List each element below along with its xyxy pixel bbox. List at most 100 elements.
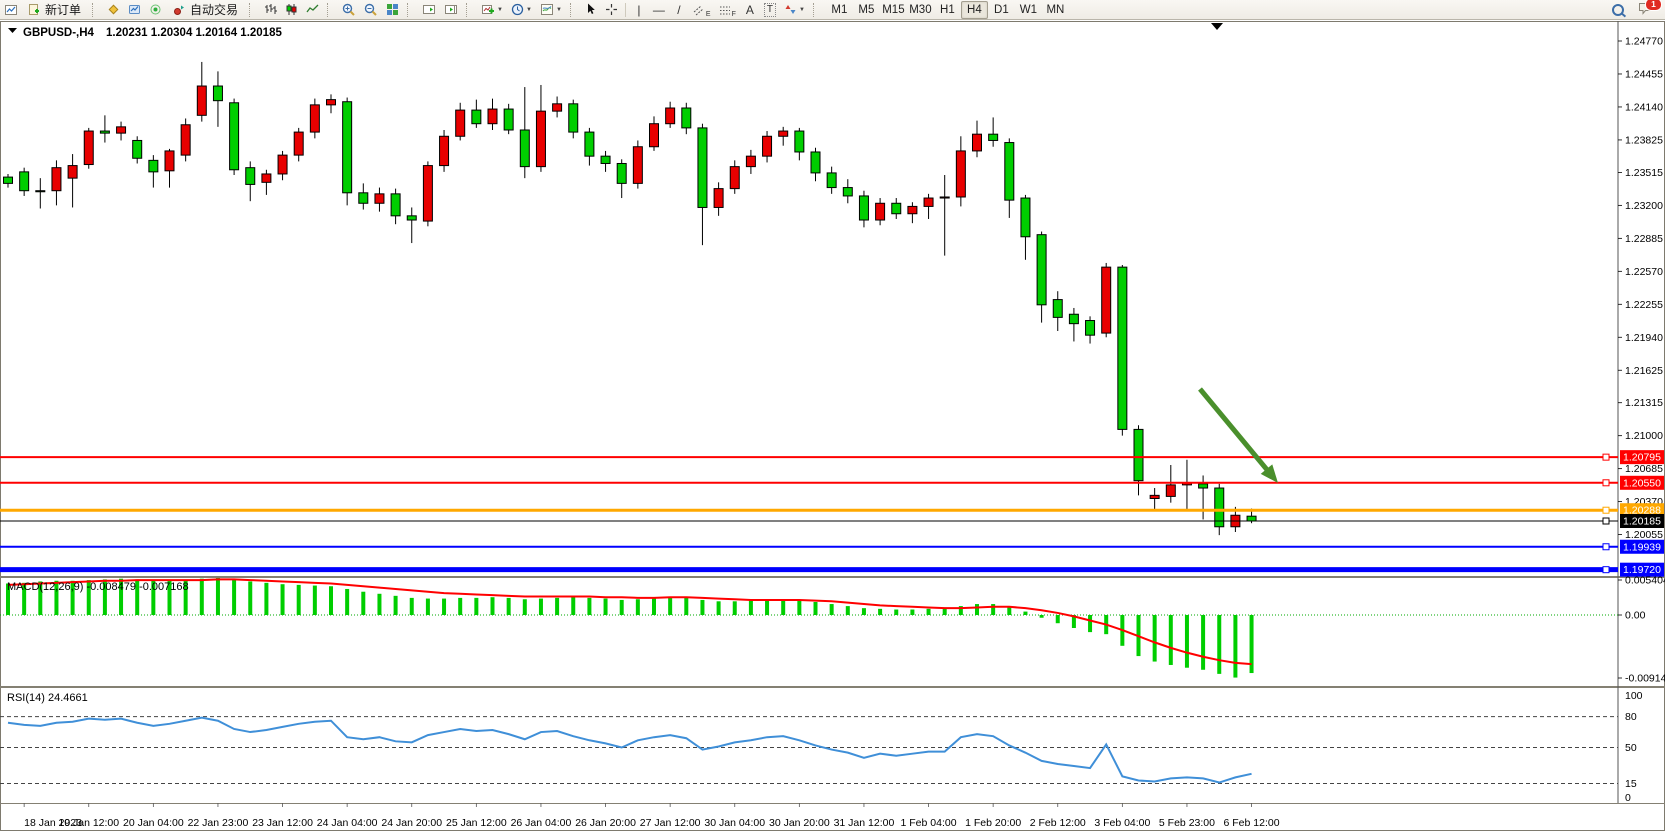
tile-windows-icon <box>387 4 399 15</box>
chart-window-icon[interactable] <box>1 1 21 19</box>
price-tick-label: 1.23825 <box>1625 134 1663 146</box>
time-label: 25 Jan 12:00 <box>446 817 507 829</box>
candle-bull <box>309 104 320 133</box>
auto-trading-button[interactable]: 自动交易 <box>166 1 245 19</box>
price-badge <box>1620 562 1664 577</box>
timeframe-button-m5[interactable]: M5 <box>858 3 875 16</box>
toolbar: 新订单 自动交易 <box>0 0 1665 20</box>
channel-tool-button[interactable]: E <box>689 1 715 19</box>
cursor-button[interactable] <box>581 1 601 19</box>
crosshair-button[interactable] <box>601 1 622 19</box>
pane-separator[interactable] <box>0 576 1665 578</box>
candlestick-chart-type-button[interactable] <box>281 1 302 19</box>
timeframe-button-m1[interactable]: M1 <box>831 3 848 16</box>
chart-title-ohlc: 1.20231 1.20304 1.20164 1.20185 <box>106 27 282 39</box>
macd-bar <box>442 598 447 615</box>
hline-anchor[interactable] <box>1602 566 1610 574</box>
crosshair-icon <box>605 4 617 15</box>
macd-bar <box>1201 615 1206 670</box>
search-button[interactable] <box>1608 1 1628 19</box>
zoom-out-icon <box>364 3 377 16</box>
hline-anchor[interactable] <box>1602 543 1610 551</box>
hline-anchor[interactable] <box>1602 479 1610 487</box>
dropdown-arrow-icon: ▼ <box>497 6 503 13</box>
time-label: 30 Jan 20:00 <box>769 817 830 829</box>
templates-button[interactable]: ▼ <box>536 1 566 19</box>
candle-bear <box>1246 515 1257 522</box>
fibonacci-tool-button[interactable]: F <box>715 1 740 19</box>
macd-bar <box>280 584 285 615</box>
timeframe-button-d1[interactable]: D1 <box>994 3 1009 16</box>
chart-shift-button[interactable] <box>440 1 462 19</box>
profiles-button[interactable] <box>103 1 124 19</box>
chart-canvas[interactable]: 1.24770 1.24455 1.24140 1.23825 1.23515 1.232… <box>0 21 1665 831</box>
rsi-line <box>7 716 1252 784</box>
macd-bar <box>102 579 107 615</box>
text-tool-button[interactable]: A <box>740 1 760 19</box>
candle-bear <box>1020 197 1031 238</box>
candle-bear <box>826 172 837 189</box>
notifications-button[interactable]: 1 <box>1634 0 1662 19</box>
macd-axis-label: -0.00914 <box>1625 673 1665 685</box>
candle-bear <box>471 109 482 125</box>
trend-arrow-annotation[interactable] <box>1198 387 1278 483</box>
candle-bear <box>132 139 143 159</box>
label-tool-button[interactable]: T <box>760 1 780 19</box>
auto-scroll-button[interactable] <box>418 1 440 19</box>
zoom-in-button[interactable] <box>338 1 360 19</box>
trendline-icon: / <box>677 2 681 17</box>
line-chart-type-button[interactable] <box>302 1 323 19</box>
candle-bull <box>326 99 336 106</box>
pane-separator[interactable] <box>0 686 1665 688</box>
hline-anchor[interactable] <box>1602 517 1610 525</box>
arrows-tool-icon <box>785 5 796 14</box>
macd-bar <box>603 598 608 615</box>
price-badge <box>1620 503 1664 518</box>
symbol-dropdown-icon[interactable] <box>8 28 17 33</box>
tile-windows-button[interactable] <box>382 1 403 19</box>
timeframe-button-m15[interactable]: M15 <box>882 3 905 16</box>
timeframe-button-mn[interactable]: MN <box>1046 3 1065 16</box>
price-axis[interactable]: 1.24770 1.24455 1.24140 1.23825 1.23515 1.232… <box>1618 36 1663 542</box>
chart-shift-marker[interactable] <box>1211 23 1223 30</box>
arrows-tool-button[interactable]: ▼ <box>780 1 809 19</box>
macd-bar <box>38 581 43 615</box>
macd-bar <box>555 597 560 615</box>
macd-bar <box>70 580 75 615</box>
new-order-button[interactable]: 新订单 <box>21 1 88 19</box>
zoom-out-button[interactable] <box>360 1 382 19</box>
hline-anchor[interactable] <box>1602 453 1610 461</box>
horizontal-line-tool-button[interactable]: — <box>649 1 669 19</box>
bar-chart-type-button[interactable] <box>260 1 281 19</box>
candle-bear <box>584 131 595 157</box>
vertical-line-tool-button[interactable]: | <box>629 1 649 19</box>
timeframe-button-w1[interactable]: W1 <box>1019 3 1038 16</box>
market-watch-button[interactable] <box>124 1 145 19</box>
macd-bar <box>167 580 172 615</box>
price-tick-label: 1.21315 <box>1625 397 1663 409</box>
periods-button[interactable]: ▼ <box>507 1 536 19</box>
price-tick-label: 1.20055 <box>1625 529 1663 541</box>
signals-button[interactable] <box>145 1 166 19</box>
price-badge-label: 1.20795 <box>1623 452 1661 464</box>
template-icon <box>540 4 553 15</box>
macd-bar <box>1217 615 1222 674</box>
indicators-button[interactable]: ▼ <box>477 1 507 19</box>
price-tick-label: 1.23200 <box>1625 200 1663 212</box>
candle-bull <box>762 135 773 157</box>
timeframe-button-h1[interactable]: H1 <box>940 3 955 16</box>
macd-axis-label: 0.005404 <box>1625 575 1665 587</box>
macd-bar <box>1023 611 1028 615</box>
macd-bar <box>377 593 382 615</box>
rsi-axis-label: 80 <box>1625 711 1637 723</box>
hline-anchor[interactable] <box>1602 506 1610 514</box>
candle-bear <box>229 102 240 171</box>
trendline-tool-button[interactable]: / <box>669 1 689 19</box>
macd-bar <box>716 601 721 615</box>
macd-bar <box>829 604 834 615</box>
candle-bear <box>358 192 369 204</box>
pane-separator[interactable] <box>0 803 1665 804</box>
timeframe-button-m30[interactable]: M30 <box>909 3 932 16</box>
timeframe-button-h4[interactable]: H4 <box>960 0 988 19</box>
